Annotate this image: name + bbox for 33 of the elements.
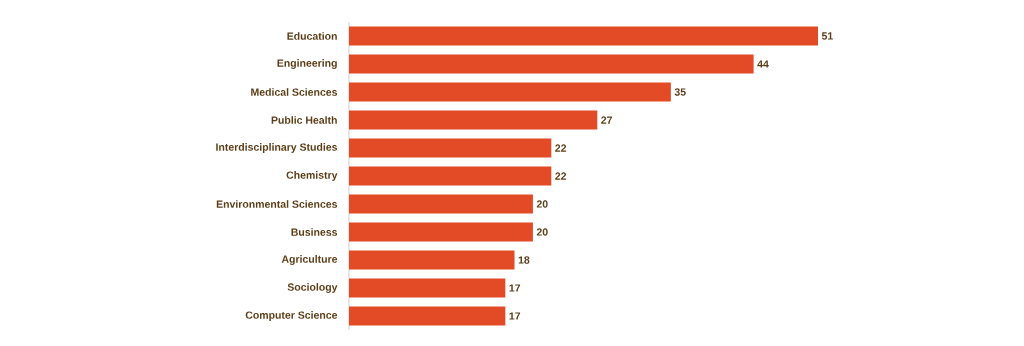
y-tick-label: Chemistry (286, 171, 338, 181)
data-label: 18 (518, 256, 530, 264)
bar (349, 278, 506, 298)
bar (349, 166, 552, 186)
bar (349, 194, 533, 214)
data-label: 44 (757, 60, 769, 68)
bar (349, 250, 515, 270)
bar (349, 306, 506, 326)
y-tick-label: Interdisciplinary Studies (216, 143, 338, 153)
bar (349, 138, 552, 158)
bar (349, 26, 819, 46)
y-tick-label: Sociology (287, 283, 338, 293)
data-label: 35 (674, 88, 686, 96)
data-label: 20 (536, 200, 548, 208)
data-label: 51 (821, 32, 833, 40)
y-tick-label: Agriculture (281, 255, 338, 265)
data-label: 17 (509, 284, 521, 292)
bar (349, 110, 598, 130)
bar (349, 82, 671, 102)
data-label: 22 (555, 172, 567, 180)
bar (349, 54, 754, 74)
data-label: 20 (536, 228, 548, 236)
y-tick-label: Public Health (271, 116, 337, 124)
y-tick-label: Environmental Sciences (216, 200, 338, 208)
data-label: 17 (509, 312, 521, 320)
y-tick-label: Education (287, 32, 337, 40)
data-label: 22 (555, 144, 567, 152)
y-tick-label: Medical Sciences (251, 88, 338, 96)
y-tick-label: Computer Science (245, 311, 338, 321)
bar (349, 222, 533, 242)
y-tick-label: Engineering (277, 59, 337, 69)
data-label: 27 (601, 116, 613, 124)
y-tick-label: Business (291, 228, 338, 236)
